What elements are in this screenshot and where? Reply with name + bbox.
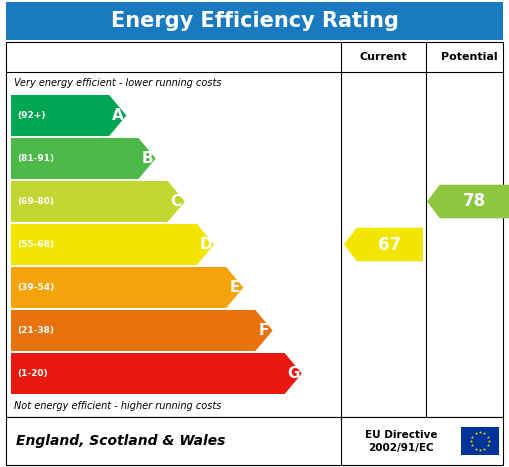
Bar — [6, 42, 503, 417]
Text: Very energy efficient - lower running costs: Very energy efficient - lower running co… — [14, 78, 221, 88]
Bar — [461, 427, 499, 455]
Text: (21-38): (21-38) — [17, 326, 54, 335]
Text: F: F — [259, 323, 269, 338]
Bar — [6, 2, 503, 40]
Text: Potential: Potential — [441, 52, 498, 62]
Text: E: E — [230, 280, 240, 295]
Text: A: A — [112, 108, 124, 123]
Text: 67: 67 — [378, 235, 402, 254]
Text: D: D — [199, 237, 212, 252]
Text: (81-91): (81-91) — [17, 154, 54, 163]
Polygon shape — [11, 224, 214, 265]
Text: Current: Current — [360, 52, 407, 62]
Text: Energy Efficiency Rating: Energy Efficiency Rating — [110, 11, 399, 31]
Polygon shape — [11, 138, 156, 179]
Polygon shape — [11, 267, 243, 308]
Text: EU Directive: EU Directive — [365, 430, 437, 440]
Text: Not energy efficient - higher running costs: Not energy efficient - higher running co… — [14, 401, 221, 411]
Text: (69-80): (69-80) — [17, 197, 54, 206]
Text: (1-20): (1-20) — [17, 369, 48, 378]
Polygon shape — [427, 184, 509, 218]
Polygon shape — [11, 310, 273, 351]
Text: England, Scotland & Wales: England, Scotland & Wales — [16, 434, 225, 448]
Text: 2002/91/EC: 2002/91/EC — [368, 443, 434, 453]
Polygon shape — [11, 353, 302, 394]
Text: G: G — [287, 366, 299, 381]
Text: (55-68): (55-68) — [17, 240, 54, 249]
Polygon shape — [11, 181, 185, 222]
Polygon shape — [344, 228, 423, 262]
Text: (39-54): (39-54) — [17, 283, 54, 292]
Text: (92+): (92+) — [17, 111, 45, 120]
Bar — [6, 417, 503, 465]
Text: B: B — [141, 151, 153, 166]
Text: C: C — [171, 194, 182, 209]
Text: 78: 78 — [463, 192, 487, 211]
Polygon shape — [11, 95, 126, 136]
